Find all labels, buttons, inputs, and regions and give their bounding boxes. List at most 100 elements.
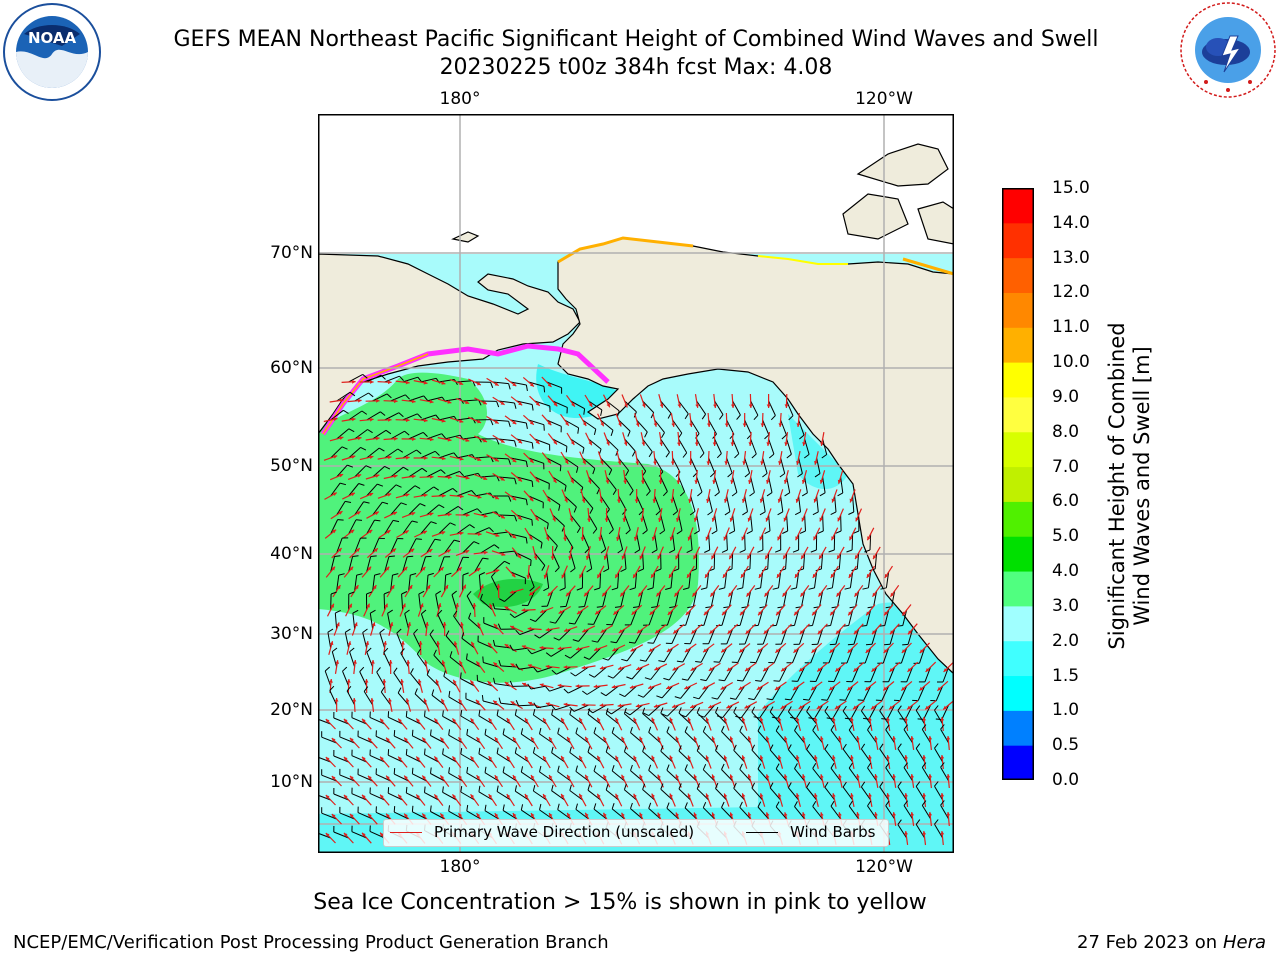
- wave-direction-arrow: [943, 661, 954, 673]
- wind-barb: [480, 593, 493, 611]
- wave-direction-arrow: [818, 585, 828, 597]
- wave-direction-arrow: [820, 774, 825, 788]
- wave-direction-arrow: [780, 700, 793, 710]
- wave-direction-arrow: [486, 454, 500, 462]
- colorbar-swatches: [1002, 188, 1034, 781]
- wave-direction-arrow: [567, 470, 575, 484]
- wind-barb: [830, 724, 842, 744]
- wave-direction-arrow: [925, 661, 937, 673]
- wave-direction-arrow: [848, 527, 857, 541]
- wave-direction-arrow: [437, 512, 452, 517]
- wind-barb: [465, 692, 481, 706]
- wind-barb: [587, 784, 601, 801]
- wind-barb: [610, 628, 626, 644]
- wave-direction-arrow: [504, 453, 517, 463]
- wind-barb: [456, 524, 475, 535]
- wind-barb: [546, 495, 561, 511]
- wind-barb: [611, 765, 625, 782]
- wave-direction-arrow: [365, 474, 380, 480]
- wind-barb: [474, 419, 494, 426]
- wave-direction-arrow: [325, 718, 336, 730]
- wave-direction-arrow: [666, 643, 679, 653]
- wave-direction-arrow: [831, 489, 838, 503]
- wave-direction-arrow: [561, 565, 568, 579]
- wave-direction-arrow: [352, 697, 357, 713]
- wind-barb: [686, 533, 693, 554]
- wave-direction-arrow: [874, 773, 879, 789]
- wind-barb: [605, 746, 619, 763]
- wave-direction-arrow: [349, 547, 361, 559]
- wave-direction-arrow: [774, 642, 787, 654]
- wind-barb: [448, 729, 463, 744]
- wind-barb: [591, 628, 608, 643]
- wave-direction-arrow: [690, 662, 703, 672]
- wave-direction-arrow: [367, 737, 378, 749]
- wave-direction-arrow: [649, 604, 661, 616]
- wind-barb: [739, 533, 746, 553]
- wind-barb: [826, 704, 842, 720]
- wave-direction-arrow: [523, 490, 534, 502]
- wind-barb: [339, 806, 355, 820]
- wind-barb: [570, 666, 589, 677]
- wave-direction-arrow: [578, 755, 587, 769]
- wind-barb: [357, 768, 373, 782]
- wind-barb: [630, 726, 643, 744]
- wave-direction-arrow: [401, 512, 416, 518]
- wind-barb: [333, 825, 349, 839]
- wave-direction-arrow: [529, 433, 540, 445]
- noaa-logo-text: NOAA: [28, 29, 77, 47]
- wave-direction-arrow: [676, 469, 681, 485]
- wind-barb: [384, 519, 400, 535]
- wave-direction-arrow: [576, 605, 589, 615]
- wind-barb: [366, 647, 374, 668]
- wave-direction-arrow: [748, 393, 753, 409]
- wind-barb: [539, 727, 553, 744]
- wind-barb: [842, 743, 854, 763]
- wind-barb: [733, 744, 745, 763]
- wind-barb: [830, 762, 842, 782]
- wind-barb: [570, 552, 576, 573]
- wave-direction-arrow: [910, 774, 915, 788]
- wind-barb: [333, 749, 349, 763]
- wind-barb: [551, 666, 571, 675]
- wave-direction-arrow: [622, 432, 628, 446]
- wave-direction-arrow: [458, 736, 468, 750]
- nws-logo-icon: [1180, 2, 1276, 98]
- wind-barb: [903, 800, 914, 820]
- wave-direction-arrow: [383, 436, 398, 441]
- wave-direction-arrow: [724, 489, 729, 503]
- wave-direction-arrow: [623, 470, 627, 484]
- wave-direction-arrow: [526, 564, 531, 580]
- wave-direction-arrow: [922, 716, 927, 732]
- wave-direction-arrow: [530, 736, 539, 750]
- wind-barb: [880, 571, 890, 590]
- wind-barb: [718, 666, 734, 682]
- wind-barb: [637, 685, 655, 698]
- wave-direction-arrow: [633, 755, 641, 769]
- wind-barb: [557, 803, 571, 820]
- wave-direction-arrow: [347, 436, 362, 441]
- wave-direction-arrow: [475, 699, 486, 711]
- colorbar-tick-label: 14.0: [1052, 212, 1090, 233]
- wave-direction-arrow: [542, 717, 551, 731]
- wind-barb: [553, 628, 571, 641]
- wave-direction-arrow: [585, 432, 593, 446]
- wave-direction-arrow: [324, 529, 337, 539]
- wave-direction-arrow: [702, 643, 715, 653]
- wave-direction-arrow: [524, 755, 533, 769]
- wave-direction-arrow: [834, 661, 847, 673]
- wave-direction-arrow: [616, 451, 622, 465]
- wind-barb: [666, 764, 679, 782]
- wave-direction-arrow: [548, 736, 557, 750]
- wave-direction-arrow: [759, 527, 767, 541]
- wave-direction-arrow: [545, 702, 560, 708]
- vector-layer: [318, 373, 954, 846]
- wave-direction-arrow: [746, 585, 756, 597]
- wind-barb: [828, 666, 842, 683]
- wind-barb: [582, 533, 590, 554]
- wind-barb: [857, 685, 872, 701]
- wind-barb: [865, 628, 878, 646]
- wave-direction-arrow: [364, 640, 370, 656]
- wind-barb: [498, 550, 518, 557]
- wave-direction-arrow: [742, 412, 747, 428]
